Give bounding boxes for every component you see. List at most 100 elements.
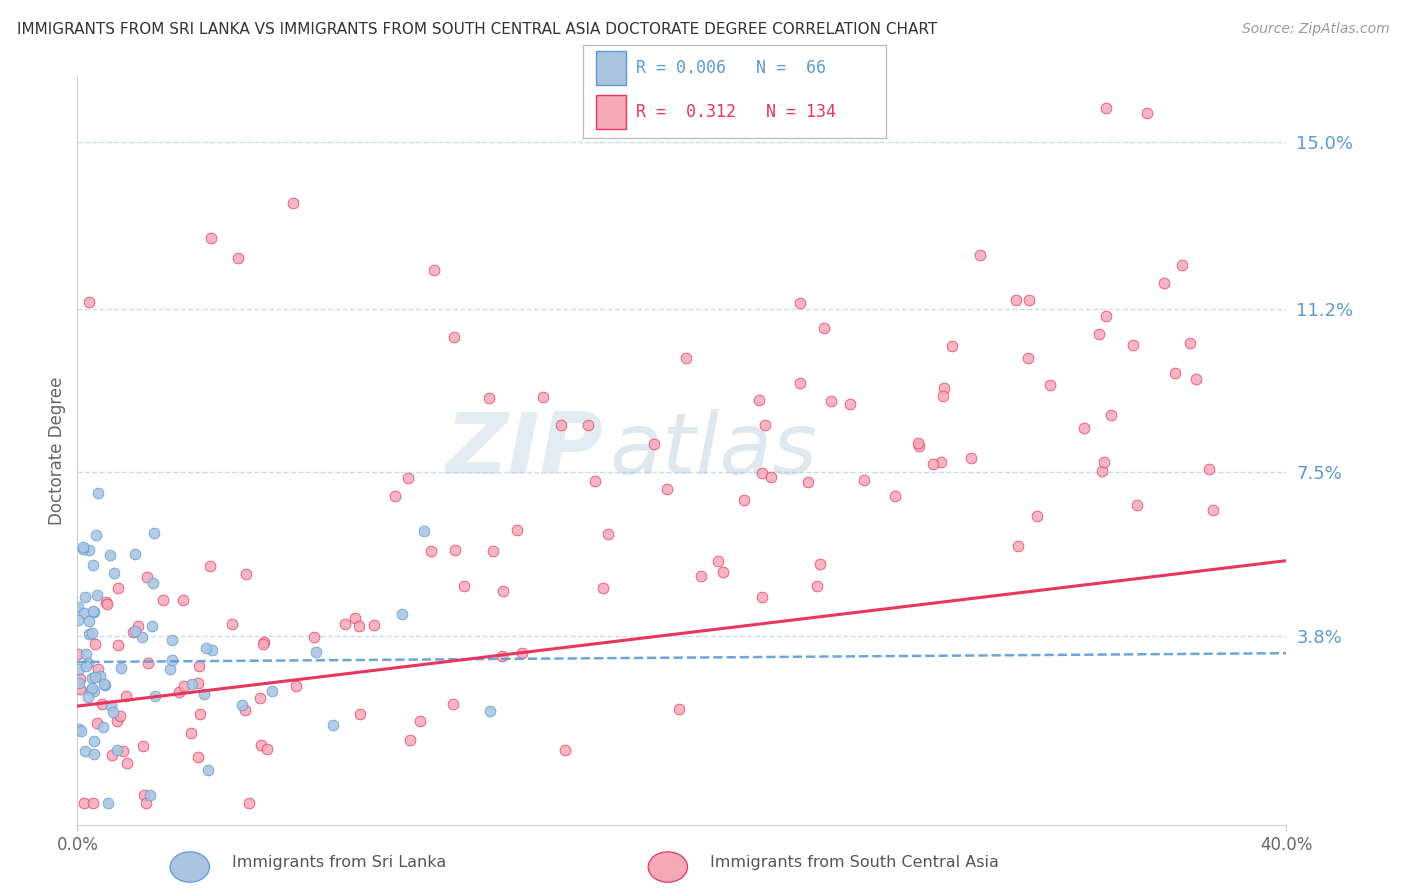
Point (82, 558, 104, 572)
Point (797, 475, 820, 489)
Point (136, 656, 159, 670)
Point (1004, 293, 1026, 308)
Point (124, 547, 146, 561)
Point (83, 683, 105, 698)
Point (107, 638, 129, 652)
Ellipse shape (170, 852, 209, 882)
Point (84, 670, 107, 684)
Point (391, 607, 413, 622)
Point (94, 595, 117, 609)
Text: ZIP: ZIP (446, 409, 603, 492)
Point (82, 604, 104, 618)
Point (1170, 259, 1192, 273)
Point (585, 474, 607, 488)
Point (105, 714, 128, 729)
Point (398, 733, 420, 747)
Point (91, 720, 114, 734)
Point (77, 656, 100, 670)
Point (576, 418, 599, 433)
Point (789, 376, 811, 391)
Point (80, 681, 103, 695)
Point (384, 489, 406, 503)
Point (72, 541, 94, 555)
Text: R =  0.312   N = 134: R = 0.312 N = 134 (637, 103, 837, 121)
Point (197, 763, 219, 777)
Point (1091, 464, 1114, 478)
Point (132, 739, 155, 753)
Point (347, 619, 370, 633)
Point (1095, 310, 1118, 324)
Text: Immigrants from Sri Lanka: Immigrants from Sri Lanka (232, 855, 446, 870)
Point (127, 618, 149, 632)
Point (748, 392, 770, 407)
Point (94, 677, 117, 691)
Point (249, 690, 271, 705)
Point (322, 718, 344, 732)
Point (221, 617, 243, 632)
Point (1094, 455, 1116, 469)
Point (754, 418, 776, 433)
Point (1087, 326, 1109, 341)
Point (115, 690, 138, 704)
Point (711, 565, 734, 579)
Point (188, 706, 211, 721)
Point (941, 339, 963, 353)
Point (107, 582, 129, 596)
Point (142, 526, 165, 541)
Point (82, 796, 104, 810)
Point (80, 671, 103, 685)
Point (349, 707, 371, 722)
Point (83, 605, 105, 619)
Point (808, 557, 831, 571)
Point (69, 724, 91, 739)
Point (1198, 462, 1220, 476)
Point (1178, 335, 1201, 350)
Point (592, 581, 614, 595)
Point (550, 417, 572, 432)
Point (180, 726, 202, 740)
Point (423, 263, 446, 277)
Point (441, 697, 464, 711)
Point (76, 690, 98, 705)
Point (131, 630, 153, 644)
Point (598, 527, 620, 541)
Point (510, 646, 533, 660)
Point (1018, 293, 1040, 308)
Point (419, 544, 441, 558)
Point (72, 542, 94, 557)
Point (142, 575, 165, 590)
Point (110, 661, 132, 675)
Text: Source: ZipAtlas.com: Source: ZipAtlas.com (1241, 22, 1389, 37)
Point (84, 637, 107, 651)
Point (69, 672, 91, 686)
Point (908, 438, 931, 452)
Point (83, 733, 105, 747)
Point (75, 659, 97, 673)
Point (1136, 106, 1159, 120)
Point (100, 699, 122, 714)
Point (187, 750, 209, 764)
Point (412, 524, 434, 538)
Point (124, 624, 146, 638)
Point (643, 437, 665, 451)
Point (1164, 367, 1187, 381)
FancyBboxPatch shape (596, 51, 626, 85)
Point (167, 684, 190, 698)
Point (969, 248, 991, 262)
Point (478, 391, 501, 405)
Point (491, 649, 513, 664)
Point (283, 195, 305, 210)
Point (139, 789, 162, 803)
Point (101, 747, 124, 762)
Point (655, 482, 678, 496)
Point (73, 796, 96, 810)
Point (884, 489, 907, 503)
Point (668, 702, 690, 716)
Point (115, 756, 138, 770)
Point (1026, 508, 1049, 523)
Point (67, 648, 90, 662)
Point (922, 457, 945, 471)
Point (188, 659, 211, 673)
Point (820, 394, 842, 409)
Point (159, 663, 181, 677)
